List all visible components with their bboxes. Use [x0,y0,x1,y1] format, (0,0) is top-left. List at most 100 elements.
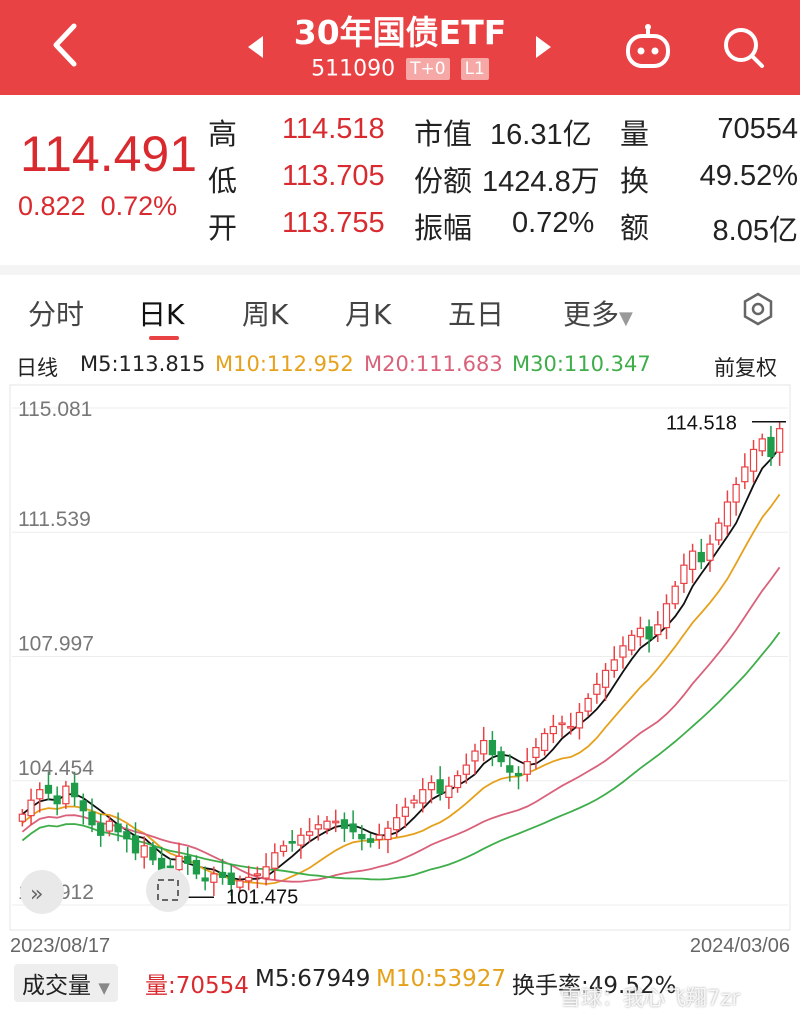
candle-body [131,835,140,854]
change-percent: 0.72% [100,191,178,221]
candle-body [488,739,497,756]
indicator-selector[interactable]: 成交量 ▼ [14,964,118,1002]
price-change: 0.822 0.72% [18,191,177,222]
candle-body [149,846,157,861]
candle-body [471,750,479,762]
candle-body [445,785,453,798]
candle-body [88,811,96,826]
volume-legend: 成交量 ▼ 量:70554 M5:67949 M10:53927 换手率:49.… [0,960,800,1019]
candle-body [97,822,105,836]
mktcap-value: 16.31亿 [490,119,592,151]
candle-body [436,779,444,794]
ma5-line [21,447,781,881]
ma-legend: 日线 M5:113.815 M10:112.952 M20:111.683 M3… [0,350,800,380]
y-tick-label: 115.081 [18,398,92,421]
kline-kind: 日线 [16,356,58,380]
low-value: 113.705 [282,160,385,192]
period-tabs: 分时 日K 周K 月K 五日 更多▼ [0,275,800,345]
candle-body [619,645,627,658]
candle-body [62,785,70,805]
volume-ma10: M10:53927 [376,966,507,992]
search-icon[interactable] [718,22,770,74]
candle-body [384,827,392,841]
candle-body [36,789,44,800]
candle-body [166,865,174,869]
dropdown-icon: ▼ [619,308,633,329]
tab-timeshare[interactable]: 分时 [28,298,85,331]
ma10-value: M10:112.952 [215,352,354,376]
header-bar: 30年国债ETF 511090 T+0 L1 [0,0,800,95]
candle-body [201,877,209,882]
volume-value: 70554 [717,113,798,145]
candle-body [688,550,697,570]
tab-daily-k[interactable]: 日K [138,298,185,331]
watermark: 雪球：我心飞翔7zr [560,986,741,1010]
candle-body [749,448,758,472]
indicator-label: 成交量 [22,973,91,999]
settings-icon[interactable] [740,291,776,327]
page-title: 30年国债ETF [293,13,507,52]
candle-body [497,751,505,763]
candle-body [453,775,462,789]
candle-body [279,845,288,853]
shares-label: 份额 [414,164,473,198]
candle-body [584,697,592,712]
volume-label: 量 [620,117,650,151]
candle-body [53,795,61,805]
candle-body [192,859,201,875]
x-end-label: 2024/03/06 [690,935,790,957]
security-code: 511090 [311,56,396,82]
candle-body [18,813,26,822]
candle-body [314,824,322,830]
ma5-value: M5:113.815 [80,352,206,376]
next-security-icon[interactable] [536,36,551,58]
candle-body [262,866,270,879]
candle-body [349,823,357,833]
candle-body [245,876,253,882]
last-price: 114.491 [20,126,198,182]
ma10-line [21,493,781,885]
screenshot-button[interactable] [146,868,190,912]
candle-body [323,820,331,830]
candle-body [114,823,122,833]
y-tick-label: 107.997 [18,632,94,655]
candle-body [410,799,418,804]
ma20-value: M20:111.683 [364,352,503,376]
candle-body [288,840,296,844]
candle-body [767,436,775,458]
candle-body [741,466,749,483]
candle-body [227,872,235,885]
candle-body [732,483,740,503]
candle-body [715,522,723,541]
candle-body [401,806,409,817]
tab-five-day[interactable]: 五日 [448,298,505,331]
back-arrow-icon[interactable] [44,20,84,70]
candle-body [79,800,87,812]
candle-body [671,585,679,605]
candle-body [654,624,662,636]
amount-value: 8.05亿 [712,215,798,247]
adjust-mode[interactable]: 前复权 [714,356,777,380]
candle-body [549,725,557,735]
divider [0,265,800,275]
candle-body [427,782,436,791]
candle-body [236,880,244,888]
tab-monthly-k[interactable]: 月K [345,298,392,331]
prev-security-icon[interactable] [248,36,263,58]
candle-body [70,782,79,798]
candle-body [393,817,401,831]
tab-more[interactable]: 更多▼ [563,293,633,333]
candle-body [532,746,540,758]
candle-body [44,784,53,794]
badge-t0: T+0 [406,58,450,80]
tab-weekly-k[interactable]: 周K [242,298,289,331]
ma30-value: M30:110.347 [512,352,651,376]
candle-body [480,739,488,755]
candle-body [540,732,549,751]
expand-button[interactable]: » [20,870,64,914]
kline-chart[interactable]: 115.081111.539107.997104.454100.912114.5… [0,380,800,960]
candle-body [462,764,470,775]
candle-body [123,831,131,840]
robot-assistant-icon[interactable] [622,22,674,74]
high-value: 114.518 [282,113,385,145]
